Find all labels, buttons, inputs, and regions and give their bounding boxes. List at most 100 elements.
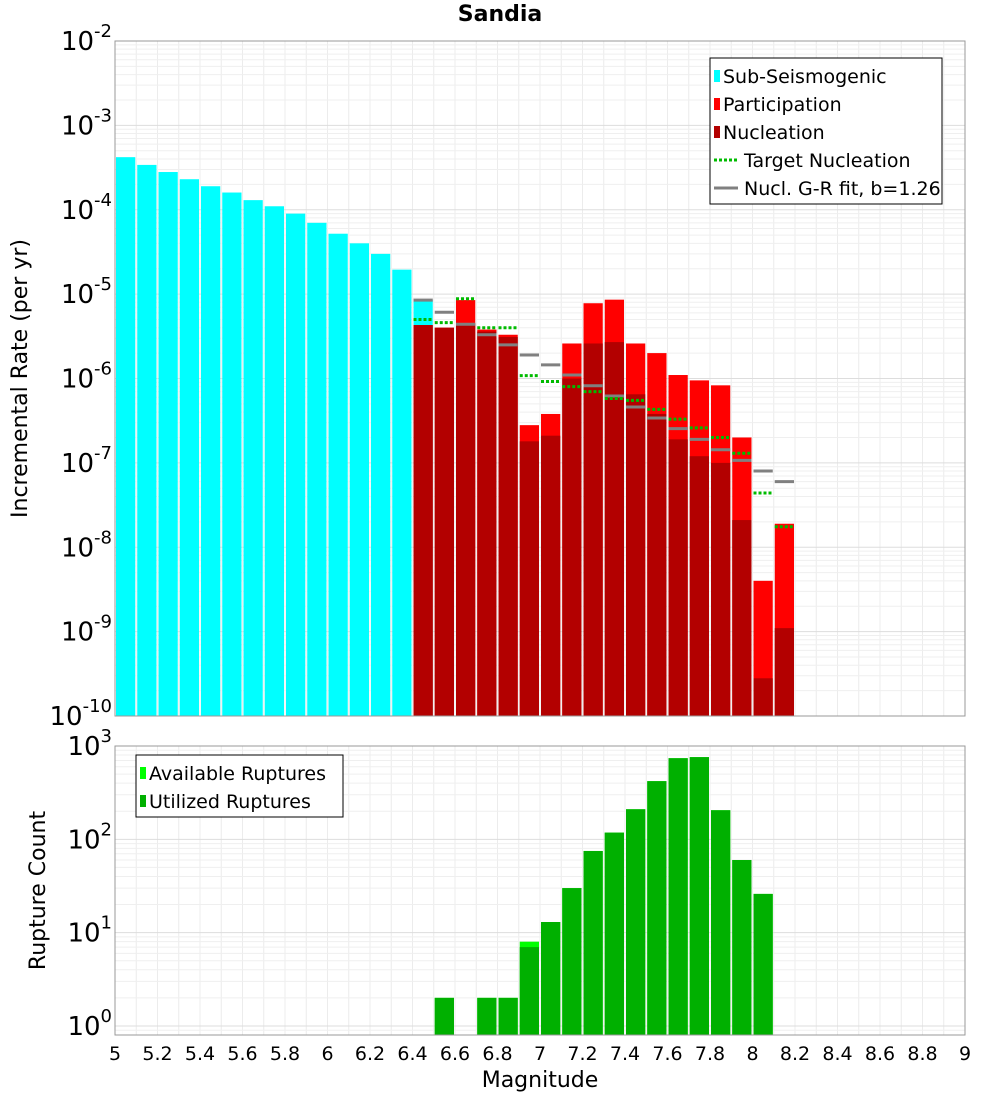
nucleation-bar	[774, 628, 794, 716]
nucleation-bar	[434, 327, 454, 716]
top-y-tick-label: 10-9	[61, 612, 112, 648]
sub-seismogenic-bar	[371, 253, 391, 716]
utilized-ruptures-bar	[647, 781, 667, 1035]
legend-label: Nucl. G-R fit, b=1.26	[744, 178, 941, 200]
x-tick-label: 7.8	[695, 1043, 725, 1065]
legend-swatch	[714, 70, 720, 82]
nucleation-bar	[753, 678, 773, 716]
nucleation-bar	[413, 325, 433, 716]
x-tick-label: 7	[534, 1043, 546, 1065]
top-legend: Sub-Seismogenic Participation Nucleation Ta…	[709, 57, 943, 205]
utilized-ruptures-bar	[626, 809, 646, 1035]
chart-title: Sandia	[457, 2, 543, 27]
bottom-y-tick-label: 102	[67, 819, 112, 855]
nucleation-bar	[711, 462, 731, 716]
sub-seismogenic-bar	[392, 269, 412, 716]
nucleation-bar	[689, 456, 709, 716]
utilized-ruptures-bar	[477, 997, 497, 1035]
x-tick-label: 6.6	[440, 1043, 470, 1065]
legend-label: Nucleation	[723, 122, 825, 144]
utilized-ruptures-bar	[604, 832, 624, 1035]
bottom-y-tick-label: 103	[67, 726, 112, 762]
utilized-ruptures-bar	[668, 758, 688, 1035]
nucleation-bar	[626, 394, 646, 716]
x-tick-label: 6.4	[397, 1043, 427, 1065]
utilized-ruptures-bar	[732, 860, 752, 1035]
x-tick-label: 7.6	[652, 1043, 682, 1065]
legend-label: Sub-Seismogenic	[723, 66, 887, 88]
x-tick-label: 5.2	[142, 1043, 172, 1065]
sub-seismogenic-bar	[307, 222, 327, 716]
legend-label: Available Ruptures	[149, 763, 326, 785]
x-tick-label: 6.8	[482, 1043, 512, 1065]
legend-swatch	[140, 795, 146, 807]
legend-swatch	[714, 98, 720, 110]
utilized-ruptures-bar	[689, 757, 709, 1035]
top-y-tick-label: 10-4	[61, 190, 112, 226]
utilized-ruptures-bar	[519, 947, 539, 1035]
top-y-tick-label: 10-7	[61, 443, 112, 479]
bottom-y-tick-label: 100	[67, 1006, 112, 1042]
utilized-ruptures-bar	[711, 810, 731, 1035]
nucleation-bar	[477, 331, 497, 716]
x-tick-label: 8	[746, 1043, 758, 1065]
nucleation-bar	[604, 342, 624, 716]
nucleation-bar	[668, 439, 688, 716]
nucleation-bar	[498, 337, 518, 716]
x-tick-label: 5.6	[227, 1043, 257, 1065]
utilized-ruptures-bar	[498, 997, 518, 1035]
utilized-ruptures-bar	[434, 997, 454, 1035]
nucleation-bar	[583, 343, 603, 716]
utilized-ruptures-bar	[583, 850, 603, 1035]
legend-label: Utilized Ruptures	[149, 791, 311, 813]
sub-seismogenic-bar	[349, 243, 369, 717]
x-tick-label: 5.8	[270, 1043, 300, 1065]
top-y-tick-label: 10-6	[61, 359, 112, 395]
x-tick-label: 9	[959, 1043, 971, 1065]
nucleation-bar	[541, 435, 561, 716]
top-y-tick-label: 10-3	[61, 105, 112, 141]
x-tick-label: 7.4	[610, 1043, 640, 1065]
x-tick-label: 5	[109, 1043, 121, 1065]
top-y-tick-label: 10-8	[61, 527, 112, 563]
x-axis-label: Magnitude	[481, 1068, 599, 1093]
nucleation-bar	[732, 520, 752, 716]
x-tick-label: 7.2	[567, 1043, 597, 1065]
sub-seismogenic-bar	[243, 200, 263, 716]
sub-seismogenic-bar	[116, 157, 136, 717]
nucleation-bar	[519, 441, 539, 716]
nucleation-bar	[456, 323, 476, 716]
bottom-plot-frame	[114, 745, 966, 1036]
x-tick-label: 8.8	[907, 1043, 937, 1065]
legend-label: Target Nucleation	[743, 150, 911, 172]
utilized-ruptures-bar	[753, 893, 773, 1035]
top-y-tick-label: 10-5	[61, 274, 112, 310]
bottom-bars	[434, 757, 773, 1035]
top-y-tick-label: 10-2	[61, 21, 112, 57]
top-legend-box	[709, 57, 943, 205]
x-tick-label: 6.2	[355, 1043, 385, 1065]
x-tick-label: 8.2	[780, 1043, 810, 1065]
legend-swatch	[140, 767, 146, 779]
x-tick-label: 5.4	[185, 1043, 215, 1065]
bottom-y-axis-label: Rupture Count	[25, 810, 51, 971]
legend-swatch	[714, 126, 720, 138]
top-plot-frame	[114, 40, 966, 717]
x-tick-label: 8.4	[822, 1043, 852, 1065]
utilized-ruptures-bar	[541, 922, 561, 1035]
sub-seismogenic-bar	[158, 172, 178, 716]
top-y-tick-label: 10-10	[50, 696, 113, 732]
nucleation-bar	[562, 378, 582, 716]
x-tick-label: 6	[321, 1043, 333, 1065]
nucleation-bar	[647, 413, 667, 716]
sub-seismogenic-bar	[137, 164, 157, 716]
utilized-ruptures-bar	[562, 888, 582, 1035]
sub-seismogenic-bar	[264, 206, 284, 716]
sub-seismogenic-bar	[328, 233, 348, 716]
sub-seismogenic-bar	[201, 186, 221, 716]
sub-seismogenic-bar	[222, 192, 242, 717]
bottom-legend-box	[135, 754, 344, 818]
bottom-legend: Available Ruptures Utilized Ruptures	[135, 754, 344, 818]
